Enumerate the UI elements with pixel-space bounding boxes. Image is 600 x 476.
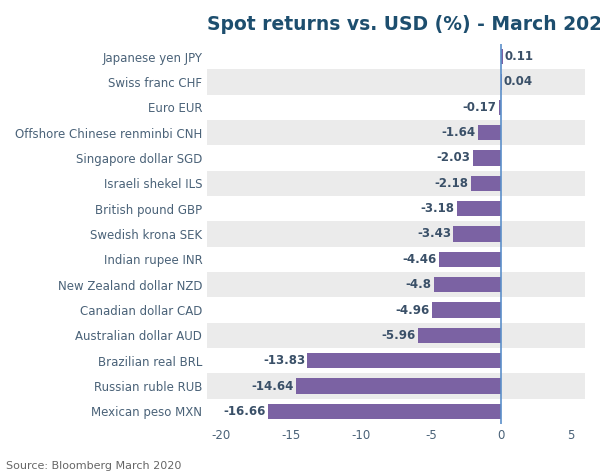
Text: -16.66: -16.66 [223,405,266,418]
Text: -14.64: -14.64 [251,379,294,393]
Bar [473,150,501,166]
Text: -2.18: -2.18 [434,177,469,190]
Bar [207,272,585,298]
Text: -3.43: -3.43 [417,228,451,240]
Bar [478,125,501,140]
Bar [307,353,501,368]
Bar [207,373,585,399]
Bar [207,44,585,69]
Bar [207,170,585,196]
Bar [207,247,585,272]
Bar [453,227,501,242]
Bar [207,399,585,424]
Bar [207,196,585,221]
Text: Spot returns vs. USD (%) - March 2020: Spot returns vs. USD (%) - March 2020 [207,15,600,34]
Bar [439,252,501,267]
Text: -2.03: -2.03 [437,151,470,164]
Bar [207,348,585,373]
Bar [431,302,501,317]
Bar [434,277,501,292]
Bar [207,69,585,95]
Text: 0.11: 0.11 [505,50,533,63]
Bar [207,145,585,170]
Text: -1.64: -1.64 [442,126,476,139]
Text: -3.18: -3.18 [421,202,454,215]
Text: -13.83: -13.83 [263,354,305,367]
Bar [207,221,585,247]
Text: 0.04: 0.04 [503,75,533,89]
Bar [207,323,585,348]
Bar [499,99,501,115]
Bar [501,49,503,64]
Text: -5.96: -5.96 [381,329,416,342]
Bar [207,120,585,145]
Bar [207,298,585,323]
Bar [207,95,585,120]
Bar [268,404,501,419]
Text: -4.96: -4.96 [395,304,430,317]
Bar [296,378,501,394]
Bar [418,328,501,343]
Text: Source: Bloomberg March 2020: Source: Bloomberg March 2020 [6,461,181,471]
Text: -4.46: -4.46 [402,253,437,266]
Bar [470,176,501,191]
Text: -0.17: -0.17 [463,101,497,114]
Text: -4.8: -4.8 [406,278,432,291]
Bar [457,201,501,216]
